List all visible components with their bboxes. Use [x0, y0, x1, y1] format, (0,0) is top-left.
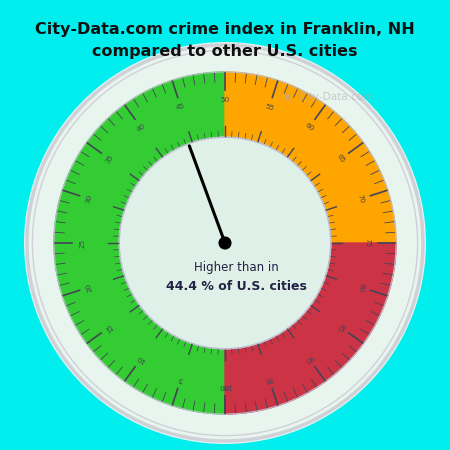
Text: 55: 55 [264, 103, 274, 112]
Circle shape [119, 137, 331, 349]
Text: 0: 0 [223, 383, 227, 389]
Text: 44.4 % of U.S. cities: 44.4 % of U.S. cities [166, 280, 307, 293]
Text: 40: 40 [135, 122, 147, 133]
Circle shape [25, 43, 425, 443]
Text: 65: 65 [335, 153, 346, 165]
Text: 60: 60 [303, 122, 315, 133]
Text: 100: 100 [218, 383, 232, 389]
Text: 85: 85 [335, 321, 346, 333]
Wedge shape [225, 72, 396, 243]
Text: 20: 20 [85, 282, 94, 292]
Wedge shape [225, 243, 396, 414]
Text: 50: 50 [220, 97, 230, 103]
Text: compared to other U.S. cities: compared to other U.S. cities [92, 44, 358, 59]
Text: 45: 45 [176, 103, 186, 112]
Wedge shape [54, 72, 225, 414]
Text: 30: 30 [85, 194, 94, 204]
Text: 15: 15 [104, 321, 115, 333]
Text: 70: 70 [356, 194, 365, 204]
Text: 90: 90 [303, 353, 315, 364]
Text: ◉  City-Data.com: ◉ City-Data.com [284, 92, 374, 102]
Text: 5: 5 [178, 375, 184, 382]
Text: 95: 95 [264, 374, 274, 383]
Text: 75: 75 [365, 238, 371, 248]
Text: 10: 10 [135, 353, 147, 364]
Text: 80: 80 [356, 282, 365, 292]
Text: 35: 35 [104, 153, 115, 165]
Text: Higher than in: Higher than in [194, 261, 279, 274]
Circle shape [219, 237, 231, 249]
Text: City-Data.com crime index in Franklin, NH: City-Data.com crime index in Franklin, N… [35, 22, 415, 37]
Text: 25: 25 [79, 238, 85, 248]
